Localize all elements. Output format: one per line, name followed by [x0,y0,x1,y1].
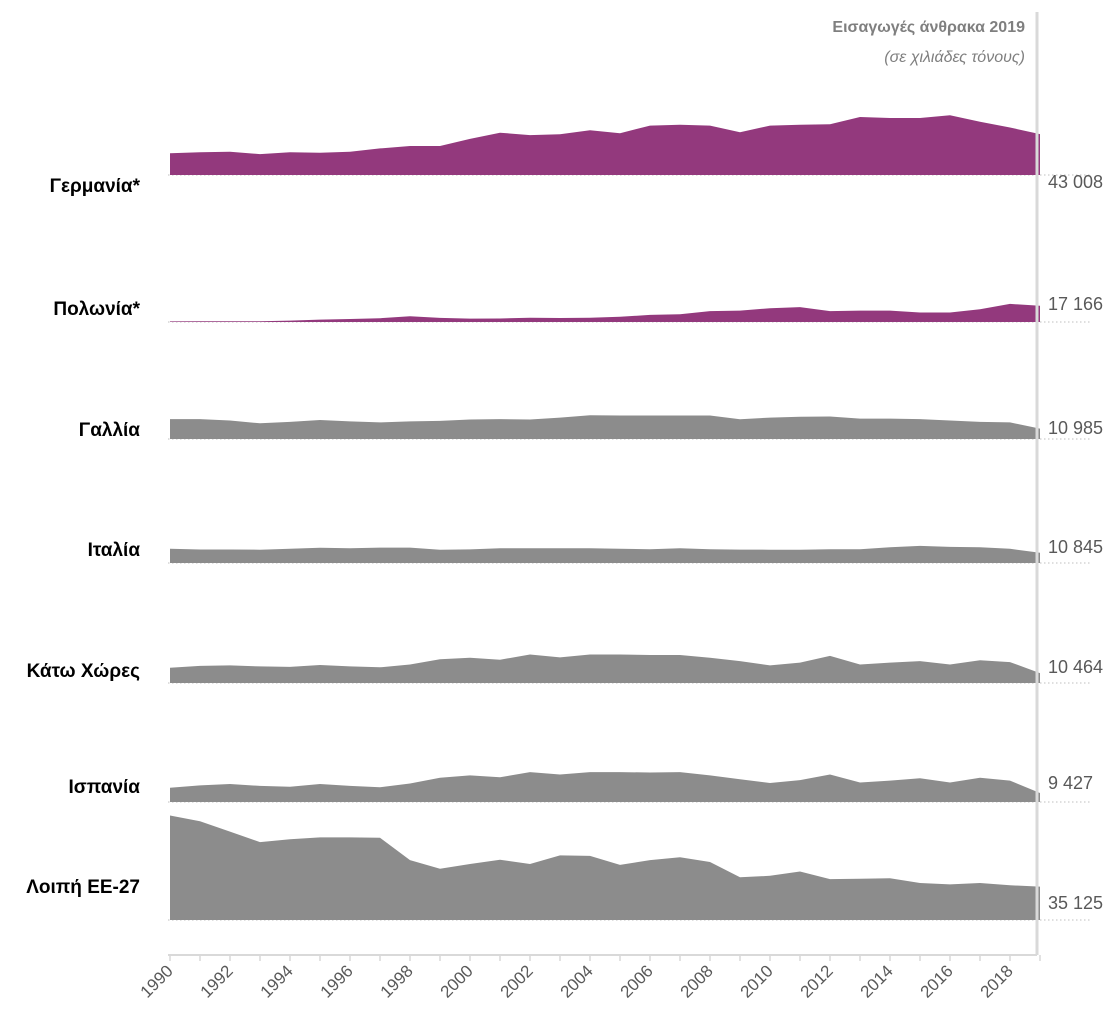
x-tick-label: 2006 [617,961,657,1001]
x-tick-label: 1994 [257,961,297,1001]
series-panel: Πολωνία* 17 166 [53,294,1103,323]
series-label: Γερμανία* [50,176,141,197]
series-panel: Ιταλία 10 845 [88,537,1103,564]
series-panel: Γαλλία 10 985 [79,415,1103,441]
series-label: Ιταλία [88,540,141,561]
series-label: Λοιπή ΕΕ-27 [26,877,140,898]
x-axis-ticks: 1990 1992 1994 1996 1998 2000 2002 2004 2006 2008… [137,955,1041,1002]
series-area [170,303,1040,322]
series-panel: Γερμανία* 43 008 [50,115,1103,197]
x-tick-label: 2004 [557,961,597,1001]
chart-subtitle: (σε χιλιάδες τόνους) [884,49,1025,66]
series-value-label: 10 985 [1048,418,1103,438]
series-panel: Ισπανία 9 427 [68,772,1093,803]
series-area [170,654,1040,683]
x-tick-label: 2010 [737,961,777,1001]
series-value-label: 35 125 [1048,893,1103,913]
series-label: Γαλλία [79,420,141,441]
series-area [170,115,1040,175]
series-area [170,415,1040,439]
x-tick-label: 1992 [197,961,237,1001]
x-tick-label: 1990 [137,961,177,1001]
chart-title: Εισαγωγές άνθρακα 2019 [832,19,1025,36]
series-panel: Λοιπή ΕΕ-27 35 125 [26,815,1103,921]
area-panels: Γερμανία* 43 008 Πολωνία* 17 166 Γαλλία 10 98… [26,115,1103,921]
series-value-label: 10 845 [1048,537,1103,557]
series-label: Πολωνία* [53,299,140,320]
x-tick-label: 2000 [437,961,477,1001]
series-area [170,545,1040,563]
series-value-label: 17 166 [1048,294,1103,314]
x-tick-label: 2012 [797,961,837,1001]
series-panel: Κάτω Χώρες 10 464 [27,654,1103,684]
x-tick-label: 2008 [677,961,717,1001]
series-label: Κάτω Χώρες [27,661,140,682]
x-tick-label: 2016 [917,961,957,1001]
x-tick-label: 2002 [497,961,537,1001]
x-tick-label: 2018 [977,961,1017,1001]
series-value-label: 43 008 [1048,172,1103,192]
x-tick-label: 2014 [857,961,897,1001]
series-area [170,772,1040,802]
x-tick-label: 1996 [317,961,357,1001]
series-area [170,815,1040,920]
series-value-label: 10 464 [1048,657,1103,677]
series-value-label: 9 427 [1048,773,1093,793]
series-label: Ισπανία [68,777,140,798]
x-tick-label: 1998 [377,961,417,1001]
